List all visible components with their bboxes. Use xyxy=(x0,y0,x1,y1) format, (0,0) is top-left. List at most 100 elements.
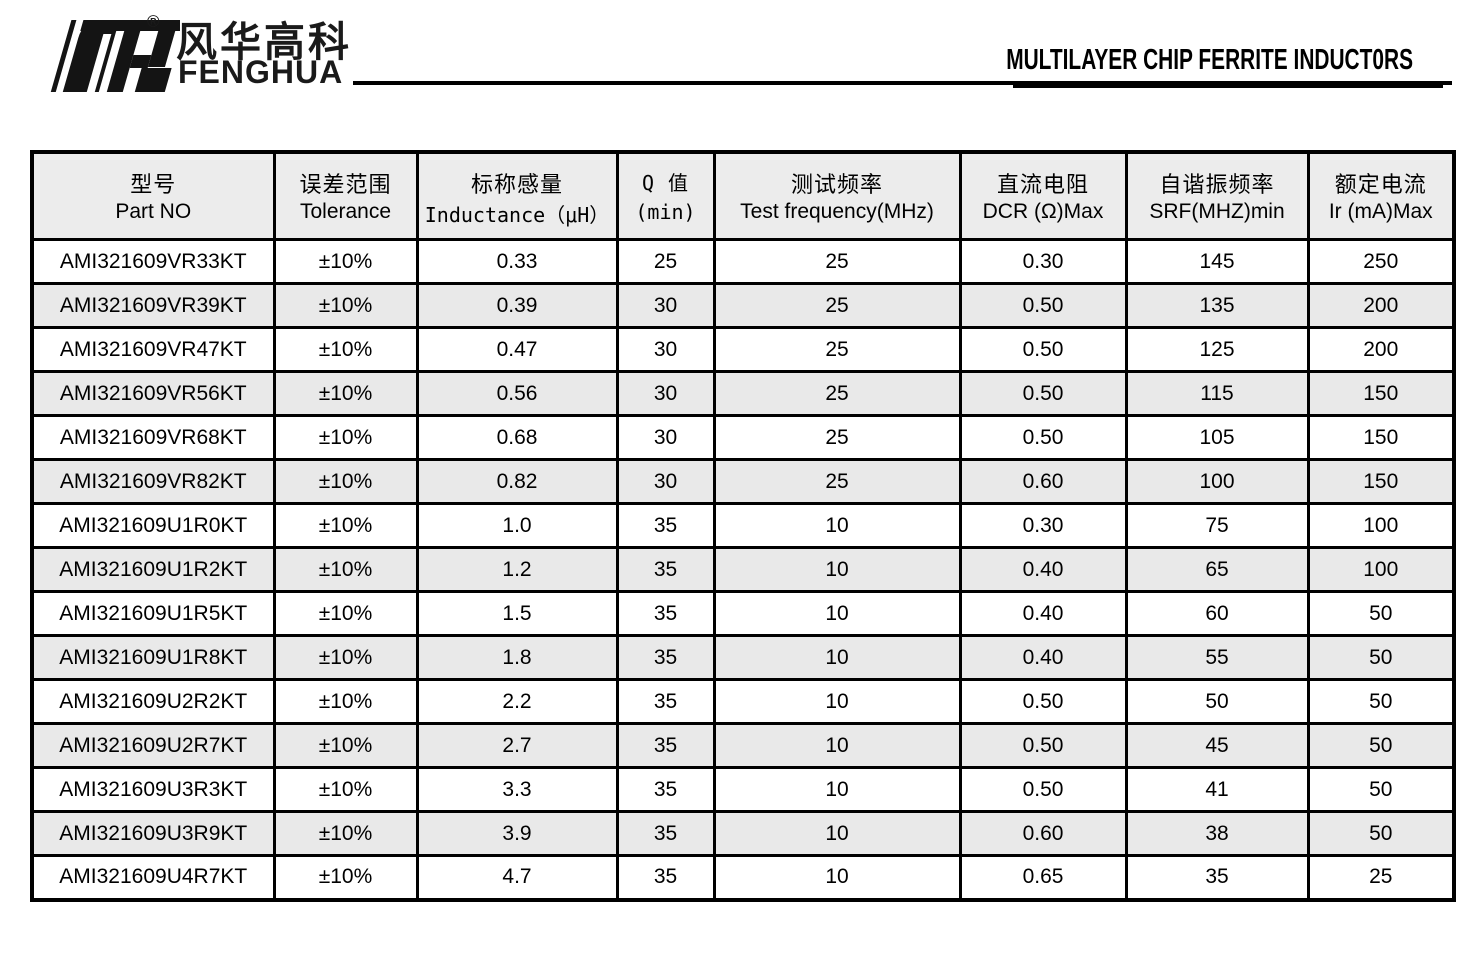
header-rule-thick xyxy=(1013,81,1443,88)
cell-test-freq: 25 xyxy=(712,326,962,373)
col-srf-cn: 自谐振频率 xyxy=(1159,172,1275,197)
col-ir-en: Ir (mA)Max xyxy=(1328,200,1433,223)
cell-ir-max: 50 xyxy=(1306,722,1456,769)
cell-dcr-max: 0.30 xyxy=(958,502,1128,549)
cell-srf-min: 35 xyxy=(1124,854,1310,901)
cell-inductance: 1.0 xyxy=(415,502,619,549)
cell-test-freq: 25 xyxy=(712,282,962,329)
cell-tolerance: ±10% xyxy=(272,502,419,549)
col-dcr-cn: 直流电阻 xyxy=(996,172,1089,197)
table-row: AMI321609U3R9KT ±10% 3.9 35 10 0.60 38 5… xyxy=(30,810,1456,857)
cell-tolerance: ±10% xyxy=(272,370,419,417)
cell-part-no: AMI321609U1R8KT xyxy=(30,634,276,681)
cell-dcr-max: 0.50 xyxy=(958,766,1128,813)
cell-inductance: 0.33 xyxy=(415,238,619,285)
cell-q-min: 35 xyxy=(615,502,716,549)
cell-dcr-max: 0.40 xyxy=(958,546,1128,593)
table-row: AMI321609U3R3KT ±10% 3.3 35 10 0.50 41 5… xyxy=(30,766,1456,813)
col-freq-en: Test frequency(MHz) xyxy=(740,200,934,223)
col-q-cn: Q 值 xyxy=(641,171,690,195)
cell-q-min: 30 xyxy=(615,282,716,329)
cell-test-freq: 25 xyxy=(712,370,962,417)
cell-test-freq: 10 xyxy=(712,546,962,593)
cell-dcr-max: 0.60 xyxy=(958,810,1128,857)
col-part-no-en: Part NO xyxy=(115,200,192,223)
cell-dcr-max: 0.60 xyxy=(958,458,1128,505)
table-row: AMI321609U1R5KT ±10% 1.5 35 10 0.40 60 5… xyxy=(30,590,1456,637)
cell-ir-max: 50 xyxy=(1306,634,1456,681)
table-row: AMI321609U4R7KT ±10% 4.7 35 10 0.65 35 2… xyxy=(30,854,1456,901)
col-srf-en: SRF(MHZ)min xyxy=(1149,200,1285,223)
cell-ir-max: 100 xyxy=(1306,502,1456,549)
cell-inductance: 0.56 xyxy=(415,370,619,417)
cell-test-freq: 25 xyxy=(712,458,962,505)
cell-q-min: 35 xyxy=(615,634,716,681)
col-header-test-frequency: 测试频率 Test frequency(MHz) xyxy=(712,150,962,241)
cell-tolerance: ±10% xyxy=(272,546,419,593)
cell-test-freq: 10 xyxy=(712,502,962,549)
table-row: AMI321609VR82KT ±10% 0.82 30 25 0.60 100… xyxy=(30,458,1456,505)
cell-inductance: 1.8 xyxy=(415,634,619,681)
cell-ir-max: 250 xyxy=(1306,238,1456,285)
cell-dcr-max: 0.50 xyxy=(958,678,1128,725)
cell-tolerance: ±10% xyxy=(272,238,419,285)
cell-test-freq: 10 xyxy=(712,766,962,813)
cell-part-no: AMI321609U3R9KT xyxy=(30,810,276,857)
cell-inductance: 1.5 xyxy=(415,590,619,637)
cell-tolerance: ±10% xyxy=(272,766,419,813)
col-header-q-min: Q 值 (min) xyxy=(615,150,716,241)
cell-dcr-max: 0.40 xyxy=(958,634,1128,681)
cell-tolerance: ±10% xyxy=(272,326,419,373)
cell-srf-min: 45 xyxy=(1124,722,1310,769)
cell-srf-min: 50 xyxy=(1124,678,1310,725)
cell-ir-max: 150 xyxy=(1306,458,1456,505)
col-header-part-no: 型号 Part NO xyxy=(30,150,276,241)
table-row: AMI321609U1R8KT ±10% 1.8 35 10 0.40 55 5… xyxy=(30,634,1456,681)
cell-srf-min: 100 xyxy=(1124,458,1310,505)
header-rule-thin xyxy=(353,81,1452,85)
col-header-srf: 自谐振频率 SRF(MHZ)min xyxy=(1124,150,1310,241)
table-row: AMI321609U1R0KT ±10% 1.0 35 10 0.30 75 1… xyxy=(30,502,1456,549)
cell-q-min: 35 xyxy=(615,854,716,901)
cell-q-min: 30 xyxy=(615,326,716,373)
col-part-no-cn: 型号 xyxy=(130,172,177,197)
col-inductance-en: Inductance（μH） xyxy=(424,203,610,227)
cell-part-no: AMI321609VR56KT xyxy=(30,370,276,417)
cell-dcr-max: 0.40 xyxy=(958,590,1128,637)
cell-part-no: AMI321609U1R0KT xyxy=(30,502,276,549)
table-row: AMI321609U2R2KT ±10% 2.2 35 10 0.50 50 5… xyxy=(30,678,1456,725)
cell-q-min: 35 xyxy=(615,810,716,857)
cell-inductance: 0.39 xyxy=(415,282,619,329)
cell-ir-max: 100 xyxy=(1306,546,1456,593)
page-title-text: MULTILAYER CHIP FERRITE INDUCT0RS xyxy=(1006,44,1413,76)
fenghua-fh-monogram-icon xyxy=(30,4,190,109)
cell-part-no: AMI321609U2R7KT xyxy=(30,722,276,769)
cell-part-no: AMI321609U4R7KT xyxy=(30,854,276,901)
cell-tolerance: ±10% xyxy=(272,810,419,857)
cell-part-no: AMI321609VR39KT xyxy=(30,282,276,329)
cell-ir-max: 50 xyxy=(1306,766,1456,813)
cell-dcr-max: 0.65 xyxy=(958,854,1128,901)
cell-dcr-max: 0.50 xyxy=(958,414,1128,461)
col-ir-cn: 额定电流 xyxy=(1334,172,1427,197)
cell-part-no: AMI321609U1R5KT xyxy=(30,590,276,637)
cell-test-freq: 10 xyxy=(712,722,962,769)
table-row: AMI321609VR33KT ±10% 0.33 25 25 0.30 145… xyxy=(30,238,1456,285)
col-header-dcr: 直流电阻 DCR (Ω)Max xyxy=(958,150,1128,241)
col-tolerance-cn: 误差范围 xyxy=(299,172,392,197)
table-row: AMI321609U2R7KT ±10% 2.7 35 10 0.50 45 5… xyxy=(30,722,1456,769)
cell-inductance: 3.3 xyxy=(415,766,619,813)
col-header-rated-current: 额定电流 Ir (mA)Max xyxy=(1306,150,1456,241)
brand-name-english: FENGHUA xyxy=(178,54,344,90)
cell-part-no: AMI321609U2R2KT xyxy=(30,678,276,725)
cell-q-min: 35 xyxy=(615,722,716,769)
cell-tolerance: ±10% xyxy=(272,282,419,329)
col-inductance-cn: 标称感量 xyxy=(470,172,563,197)
cell-ir-max: 50 xyxy=(1306,678,1456,725)
cell-ir-max: 150 xyxy=(1306,370,1456,417)
cell-test-freq: 25 xyxy=(712,238,962,285)
cell-part-no: AMI321609U3R3KT xyxy=(30,766,276,813)
cell-inductance: 1.2 xyxy=(415,546,619,593)
cell-dcr-max: 0.30 xyxy=(958,238,1128,285)
